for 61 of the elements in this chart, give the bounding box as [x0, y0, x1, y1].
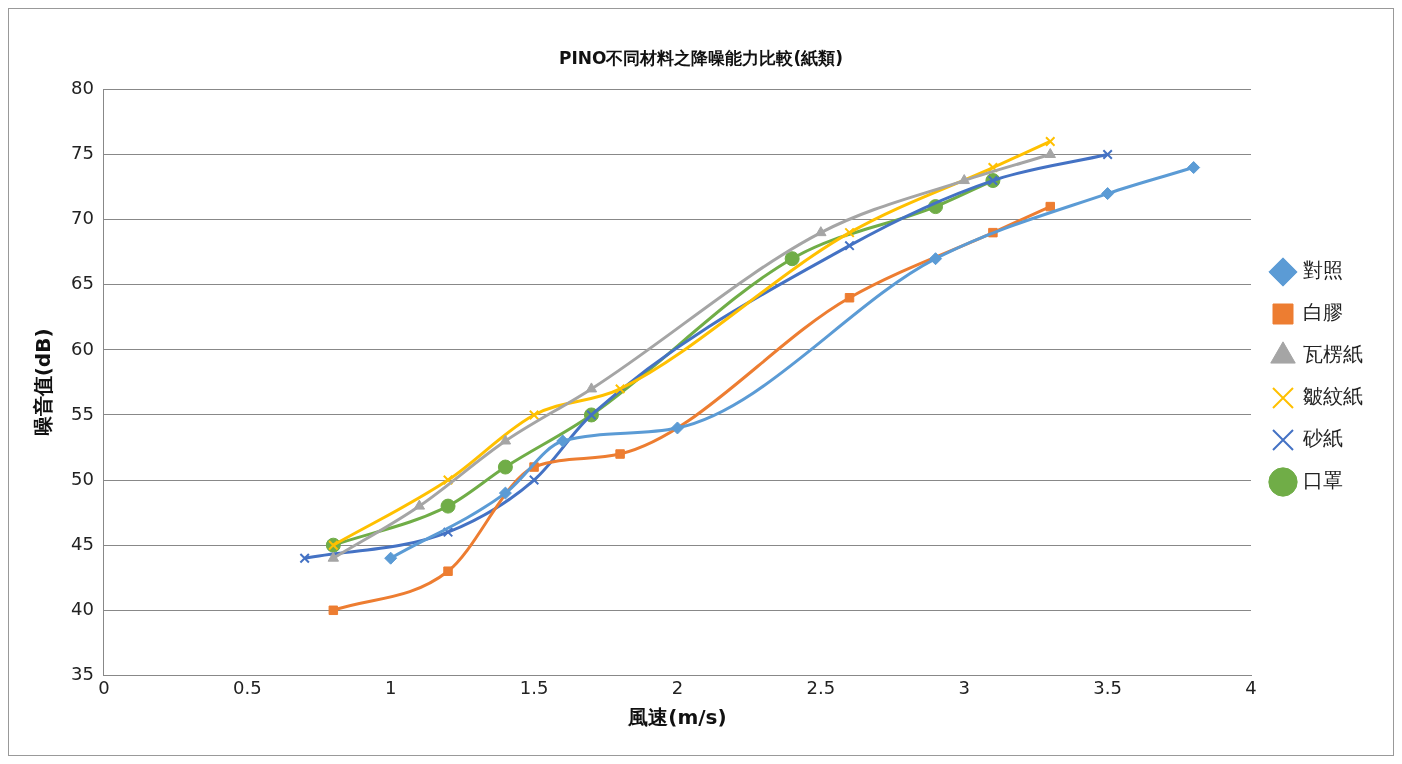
point — [987, 162, 999, 173]
point — [328, 605, 339, 616]
point — [844, 227, 855, 238]
point — [615, 449, 625, 459]
point — [1102, 149, 1113, 160]
point — [384, 551, 398, 565]
x-tick-label: 3.5 — [1093, 676, 1122, 698]
point — [498, 486, 512, 500]
x-tick-label: 1 — [384, 676, 397, 698]
y-tick-label: 45 — [71, 532, 94, 554]
point — [497, 459, 513, 475]
legend-label: 皺紋紙 — [1303, 384, 1363, 409]
point — [440, 498, 456, 514]
point — [556, 434, 570, 448]
x-tick-label: 0 — [98, 676, 110, 698]
point — [1045, 136, 1056, 147]
y-tick-label: 50 — [71, 467, 94, 489]
x-axis-title: 風速(m/s) — [627, 705, 727, 730]
legend-label: 口罩 — [1303, 468, 1343, 493]
point — [1044, 148, 1056, 159]
y-tick-label: 75 — [71, 142, 94, 164]
point — [528, 474, 540, 486]
point — [299, 552, 310, 564]
y-tick-label: 65 — [71, 272, 94, 294]
x-tick-label: 2 — [671, 676, 684, 698]
y-tick-label: 60 — [71, 337, 94, 359]
point — [958, 174, 970, 185]
point — [844, 293, 855, 303]
y-tick-label: 70 — [71, 207, 94, 229]
legend-label: 瓦楞紙 — [1303, 342, 1363, 367]
chart-title: PINO不同材料之降噪能力比較(紙類) — [558, 47, 844, 68]
point — [929, 252, 943, 266]
y-tick-label: 40 — [71, 597, 94, 619]
point — [443, 566, 453, 576]
y-tick-label: 35 — [71, 663, 94, 685]
point — [442, 526, 454, 538]
point — [1045, 201, 1055, 212]
legend-label: 砂紙 — [1302, 426, 1343, 451]
point — [670, 421, 684, 435]
point — [442, 474, 454, 486]
point — [1187, 161, 1201, 175]
x-tick-label: 2.5 — [806, 676, 836, 698]
point — [585, 382, 598, 393]
y-axis-title: 噪音值(dB) — [31, 328, 56, 437]
y-tick-label: 55 — [71, 402, 94, 424]
legend-label: 對照 — [1303, 258, 1343, 283]
x-tick-label: 0.5 — [232, 676, 262, 698]
point — [815, 226, 827, 237]
legend-label: 白膠 — [1303, 300, 1343, 325]
x-tick-label: 4 — [1245, 676, 1257, 698]
point — [327, 551, 340, 562]
x-tick-label: 3 — [958, 676, 970, 698]
point — [784, 251, 800, 267]
point — [1101, 187, 1115, 201]
point — [499, 434, 512, 445]
point — [844, 240, 855, 251]
point — [528, 409, 540, 421]
x-tick-label: 1.5 — [519, 676, 549, 698]
point — [413, 499, 426, 510]
point — [614, 383, 626, 395]
y-tick-label: 80 — [71, 77, 94, 99]
